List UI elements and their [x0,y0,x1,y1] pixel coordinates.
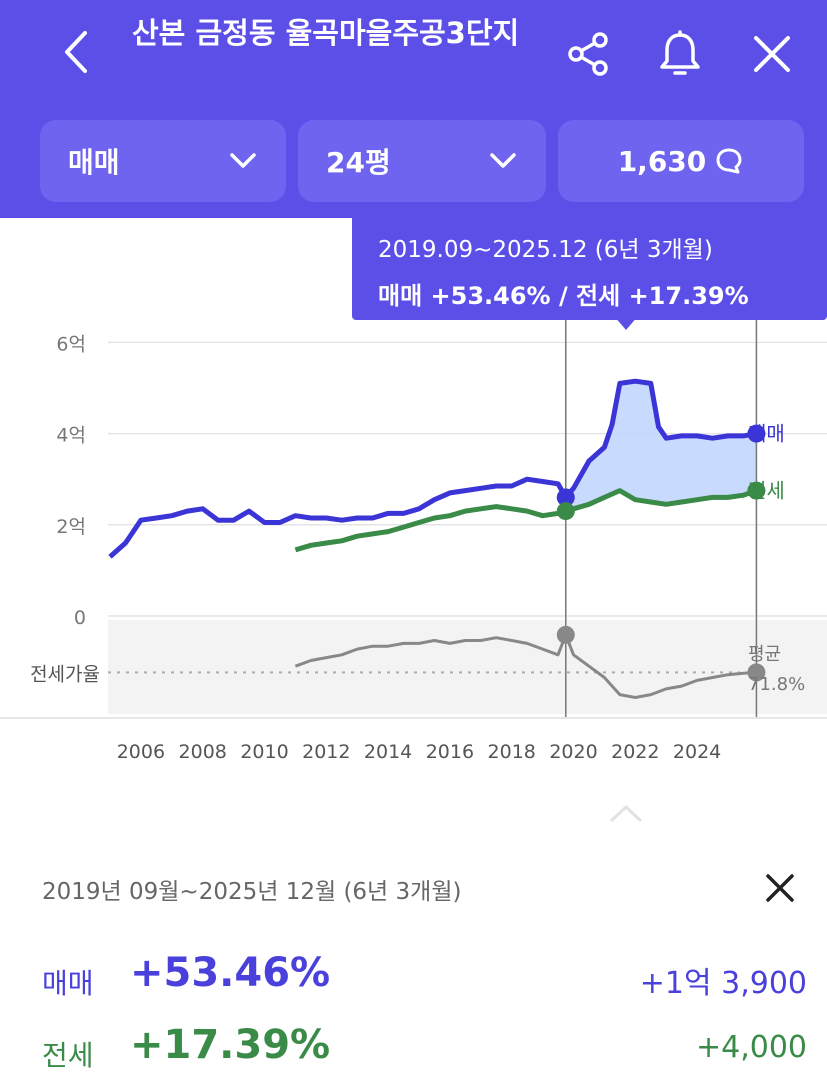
notification-button[interactable] [652,26,708,82]
summary-period: 2019년 09월~2025년 12월 (6년 3개월) [42,879,462,905]
ratio-average-value: 71.8% [748,674,805,695]
x-tick-label: 2010 [240,741,288,763]
ratio-average-title: 평균 [748,644,781,665]
chevron-down-icon [230,153,256,168]
jeonse-line [294,488,758,553]
sale-percent: +53.46% [130,950,331,996]
jeonse-label: 전세 [42,1039,94,1072]
back-button[interactable] [52,24,100,80]
y-tick-label: 4억 [56,425,86,447]
trade-type-label: 매매 [68,146,120,179]
sale-label: 매매 [42,967,94,1000]
x-tick-label: 2024 [673,741,721,763]
x-tick-label: 2020 [549,741,597,763]
sale-change-row: 매매 +53.46% +1억 3,900 [42,948,807,1008]
app-header: 산본 금정동 율곡마을주공3단지 매매 24평 [0,0,827,218]
bell-icon [660,30,700,75]
close-icon [766,874,794,902]
collapse-chevron-icon[interactable] [608,802,644,824]
sale-start-dot [556,488,575,507]
share-icon [568,32,608,76]
area-dropdown[interactable]: 24평 [298,120,546,202]
chart-grid [108,341,827,674]
sale-series-label: 매매 [748,422,785,446]
page-title: 산본 금정동 율곡마을주공3단지 [132,16,520,50]
chevron-left-icon [65,31,87,73]
price-chart[interactable]: 6억 4억 2억 0 전세가율 2006 2008 2010 2012 2014 2016 2018… [0,320,827,790]
close-button[interactable] [744,26,800,82]
x-tick-label: 2008 [179,741,227,763]
trade-type-dropdown[interactable]: 매매 [40,120,286,202]
comment-count: 1,630 [617,144,707,178]
jeonse-series-label: 전세 [748,479,785,503]
selection-markers[interactable] [556,320,766,718]
x-axis-labels: 2006 2008 2010 2012 2014 2016 2018 2020 2022 2024 [117,741,722,763]
x-tick-label: 2012 [302,741,350,763]
change-area-fill [565,381,757,512]
range-tooltip: 2019.09~2025.12 (6년 3개월) 매매 +53.46% / 전세… [352,218,827,330]
tooltip-period: 2019.09~2025.12 (6년 3개월) [378,237,713,263]
x-tick-label: 2014 [364,741,412,763]
close-icon [754,36,790,72]
ratio-end-dot [747,663,766,682]
jeonse-start-dot [556,502,575,521]
y-tick-label: 2억 [56,516,86,538]
x-tick-label: 2016 [426,741,474,763]
comments-button[interactable]: 1,630 [558,120,804,202]
jeonse-end-dot [747,481,766,500]
y-axis-labels: 6억 4억 2억 0 전세가율 [30,333,100,685]
jeonse-change-row: 전세 +17.39% +4,000 [42,1020,807,1080]
chart-lines [108,378,758,699]
ratio-line [294,633,757,699]
sale-line [108,378,757,559]
y-tick-label: 6억 [56,333,86,355]
summary-close-button[interactable] [758,866,802,910]
share-button[interactable] [560,26,616,82]
chevron-down-icon [490,153,516,168]
tooltip-summary: 매매 +53.46% / 전세 +17.39% [378,282,749,310]
area-label: 24평 [326,146,391,179]
x-tick-label: 2022 [611,741,659,763]
x-tick-label: 2018 [488,741,536,763]
tooltip-arrow [614,316,638,330]
ratio-start-dot [556,625,575,644]
y-tick-label: 0 [74,607,86,629]
ratio-axis-label: 전세가율 [30,663,100,685]
x-tick-label: 2006 [117,741,165,763]
sale-end-dot [747,424,766,443]
jeonse-amount: +4,000 [695,1030,807,1065]
sale-amount: +1억 3,900 [639,966,807,1001]
comment-icon [716,148,742,174]
jeonse-percent: +17.39% [130,1022,331,1068]
ratio-panel-bg [108,620,827,714]
